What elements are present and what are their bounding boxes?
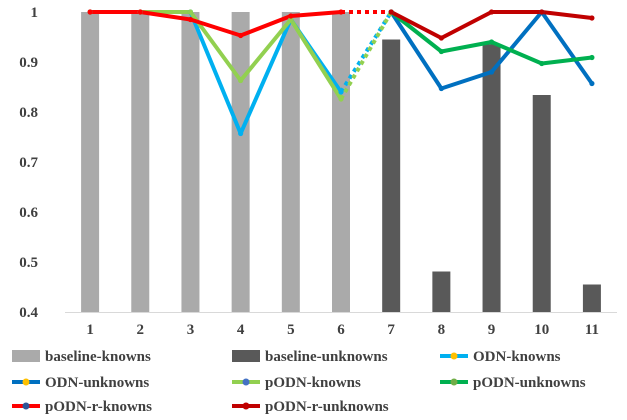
point-podn-knowns-3: [238, 77, 244, 84]
y-tick-label-0-7: 0.7: [19, 155, 38, 171]
legend-item-baseline-knowns: baseline-knowns: [12, 349, 151, 365]
legend-label-odn-knowns: ODN-knowns: [473, 349, 561, 365]
x-tick-label-6: 6: [337, 322, 345, 338]
x-tick-label-2: 2: [137, 322, 145, 338]
point-odn-unknowns-1: [438, 85, 444, 92]
line-podn-r-knowns: [88, 10, 343, 38]
line-podn-knowns: [88, 10, 343, 101]
legend-marker-odn-knowns: [450, 352, 458, 360]
bar-baseline-knowns-4: [231, 12, 250, 312]
point-podn-r-knowns-5: [338, 9, 344, 15]
legend: baseline-knowns baseline-unknowns ODN-know…: [12, 349, 586, 415]
point-odn-knowns-3: [238, 130, 244, 137]
point-podn-r-unknowns-1: [438, 35, 444, 41]
legend-item-podn-unknowns: pODN-unknowns: [440, 375, 586, 391]
point-podn-r-knowns-2: [187, 16, 194, 23]
point-podn-r-knowns-4: [288, 13, 294, 19]
bar-baseline-unknowns-10: [532, 95, 551, 312]
legend-item-baseline-unknowns: baseline-unknowns: [232, 349, 388, 365]
point-podn-knowns-2: [187, 9, 194, 15]
legend-label-odn-unknowns: ODN-unknowns: [45, 375, 149, 391]
legend-item-podn-r-knowns: pODN-r-knowns: [12, 399, 152, 415]
points-layer: [87, 9, 595, 137]
point-podn-r-unknowns-2: [488, 9, 495, 15]
bar-baseline-unknowns-7: [382, 39, 401, 312]
y-tick-label-1: 1: [31, 5, 39, 21]
x-tick-label-10: 10: [534, 322, 549, 338]
bar-baseline-knowns-2: [131, 12, 150, 312]
legend-marker-podn-knowns: [242, 378, 250, 386]
point-podn-knowns-5: [338, 96, 344, 102]
point-odn-unknowns-4: [589, 80, 595, 87]
x-tick-label-8: 8: [438, 322, 446, 338]
legend-swatch-baseline-knowns: [12, 350, 40, 362]
legend-marker-odn-unknowns: [22, 378, 30, 386]
bar-baseline-knowns-6: [332, 12, 350, 312]
legend-marker-podn-r-knowns: [22, 402, 30, 410]
x-tick-label-3: 3: [187, 322, 195, 338]
x-tick-label-9: 9: [488, 322, 496, 338]
axes-layer: 0.40.50.60.70.80.911 2 3 4 5 6 7 8 9 10 11: [19, 5, 617, 338]
bar-baseline-knowns-3: [181, 12, 200, 312]
legend-item-odn-unknowns: ODN-unknowns: [12, 375, 149, 391]
point-podn-r-knowns-1: [137, 9, 143, 15]
point-odn-unknowns-2: [488, 69, 495, 75]
point-podn-r-unknowns-0: [388, 9, 394, 15]
point-podn-unknowns-2: [488, 39, 495, 45]
bars-layer: [81, 12, 601, 312]
legend-label-podn-knowns: pODN-knowns: [265, 375, 361, 391]
point-podn-r-unknowns-4: [589, 15, 595, 21]
bar-baseline-knowns-5: [281, 12, 300, 312]
point-podn-r-knowns-0: [87, 9, 93, 15]
legend-item-podn-knowns: pODN-knowns: [232, 375, 361, 391]
legend-marker-podn-r-unknowns: [242, 402, 250, 410]
x-tick-label-1: 1: [86, 322, 94, 338]
point-odn-knowns-5: [338, 89, 344, 95]
y-tick-label-0-6: 0.6: [19, 205, 38, 221]
y-tick-label-0-8: 0.8: [19, 105, 38, 121]
bar-baseline-unknowns-9: [482, 44, 501, 312]
point-podn-r-knowns-3: [238, 32, 244, 39]
point-podn-unknowns-4: [589, 54, 595, 61]
point-podn-unknowns-3: [539, 60, 545, 67]
y-tick-label-0-9: 0.9: [19, 55, 38, 71]
bar-baseline-unknowns-8: [432, 271, 451, 312]
point-podn-unknowns-1: [438, 48, 444, 55]
legend-swatch-baseline-unknowns: [232, 350, 260, 362]
legend-label-podn-r-knowns: pODN-r-knowns: [45, 399, 152, 415]
connector-podn-knowns: [339, 11, 393, 100]
bar-baseline-unknowns-11: [582, 284, 601, 312]
legend-label-podn-unknowns: pODN-unknowns: [473, 375, 586, 391]
legend-marker-podn-unknowns: [450, 378, 458, 386]
connectors-layer: [339, 10, 393, 100]
y-tick-label-0-5: 0.5: [19, 255, 38, 271]
legend-item-odn-knowns: ODN-knowns: [440, 349, 561, 365]
y-tick-label-0-4: 0.4: [19, 305, 38, 321]
x-tick-label-4: 4: [237, 322, 245, 338]
point-podn-r-unknowns-3: [539, 9, 545, 15]
x-tick-label-5: 5: [287, 322, 295, 338]
line-odn-knowns: [88, 10, 343, 136]
bar-baseline-knowns-1: [81, 12, 100, 312]
legend-label-baseline-knowns: baseline-knowns: [45, 349, 151, 365]
x-tick-label-11: 11: [585, 322, 599, 338]
legend-label-baseline-unknowns: baseline-unknowns: [265, 349, 388, 365]
legend-item-podn-r-unknowns: pODN-r-unknowns: [232, 399, 389, 415]
legend-label-podn-r-unknowns: pODN-r-unknowns: [265, 399, 389, 415]
x-tick-label-7: 7: [387, 322, 395, 338]
